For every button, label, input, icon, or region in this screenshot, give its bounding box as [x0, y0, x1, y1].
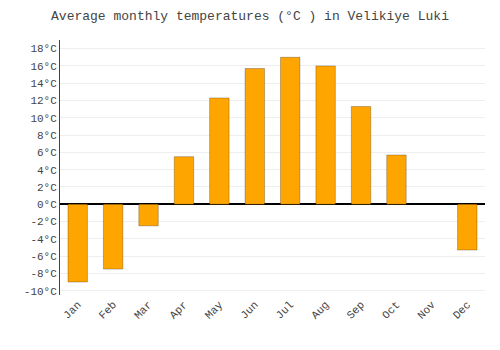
svg-text:May: May	[203, 299, 226, 322]
svg-text:Oct: Oct	[380, 299, 402, 321]
svg-text:-8°C: -8°C	[30, 268, 57, 280]
svg-text:Aug: Aug	[309, 299, 331, 321]
svg-text:Average monthly temperatures (: Average monthly temperatures (°C ) in Ve…	[51, 9, 449, 24]
svg-text:-6°C: -6°C	[30, 251, 57, 263]
svg-text:16°C: 16°C	[30, 61, 57, 73]
svg-text:10°C: 10°C	[30, 113, 57, 125]
svg-text:Apr: Apr	[167, 299, 189, 321]
svg-text:-4°C: -4°C	[30, 234, 57, 246]
svg-text:2°C: 2°C	[37, 182, 57, 194]
svg-text:8°C: 8°C	[37, 130, 57, 142]
svg-text:-10°C: -10°C	[24, 286, 57, 298]
svg-text:18°C: 18°C	[30, 43, 57, 55]
svg-text:4°C: 4°C	[37, 165, 57, 177]
svg-text:14°C: 14°C	[30, 78, 57, 90]
svg-text:Feb: Feb	[97, 299, 119, 321]
svg-text:Jun: Jun	[238, 299, 260, 321]
svg-text:Jul: Jul	[274, 299, 296, 321]
svg-text:Nov: Nov	[415, 299, 438, 322]
svg-text:Jan: Jan	[61, 299, 83, 321]
svg-text:12°C: 12°C	[30, 95, 57, 107]
svg-text:6°C: 6°C	[37, 147, 57, 159]
svg-text:Sep: Sep	[345, 299, 367, 321]
svg-text:Dec: Dec	[451, 299, 473, 321]
svg-text:Mar: Mar	[132, 299, 154, 321]
svg-text:-2°C: -2°C	[30, 216, 57, 228]
svg-text:0°C: 0°C	[37, 199, 57, 211]
